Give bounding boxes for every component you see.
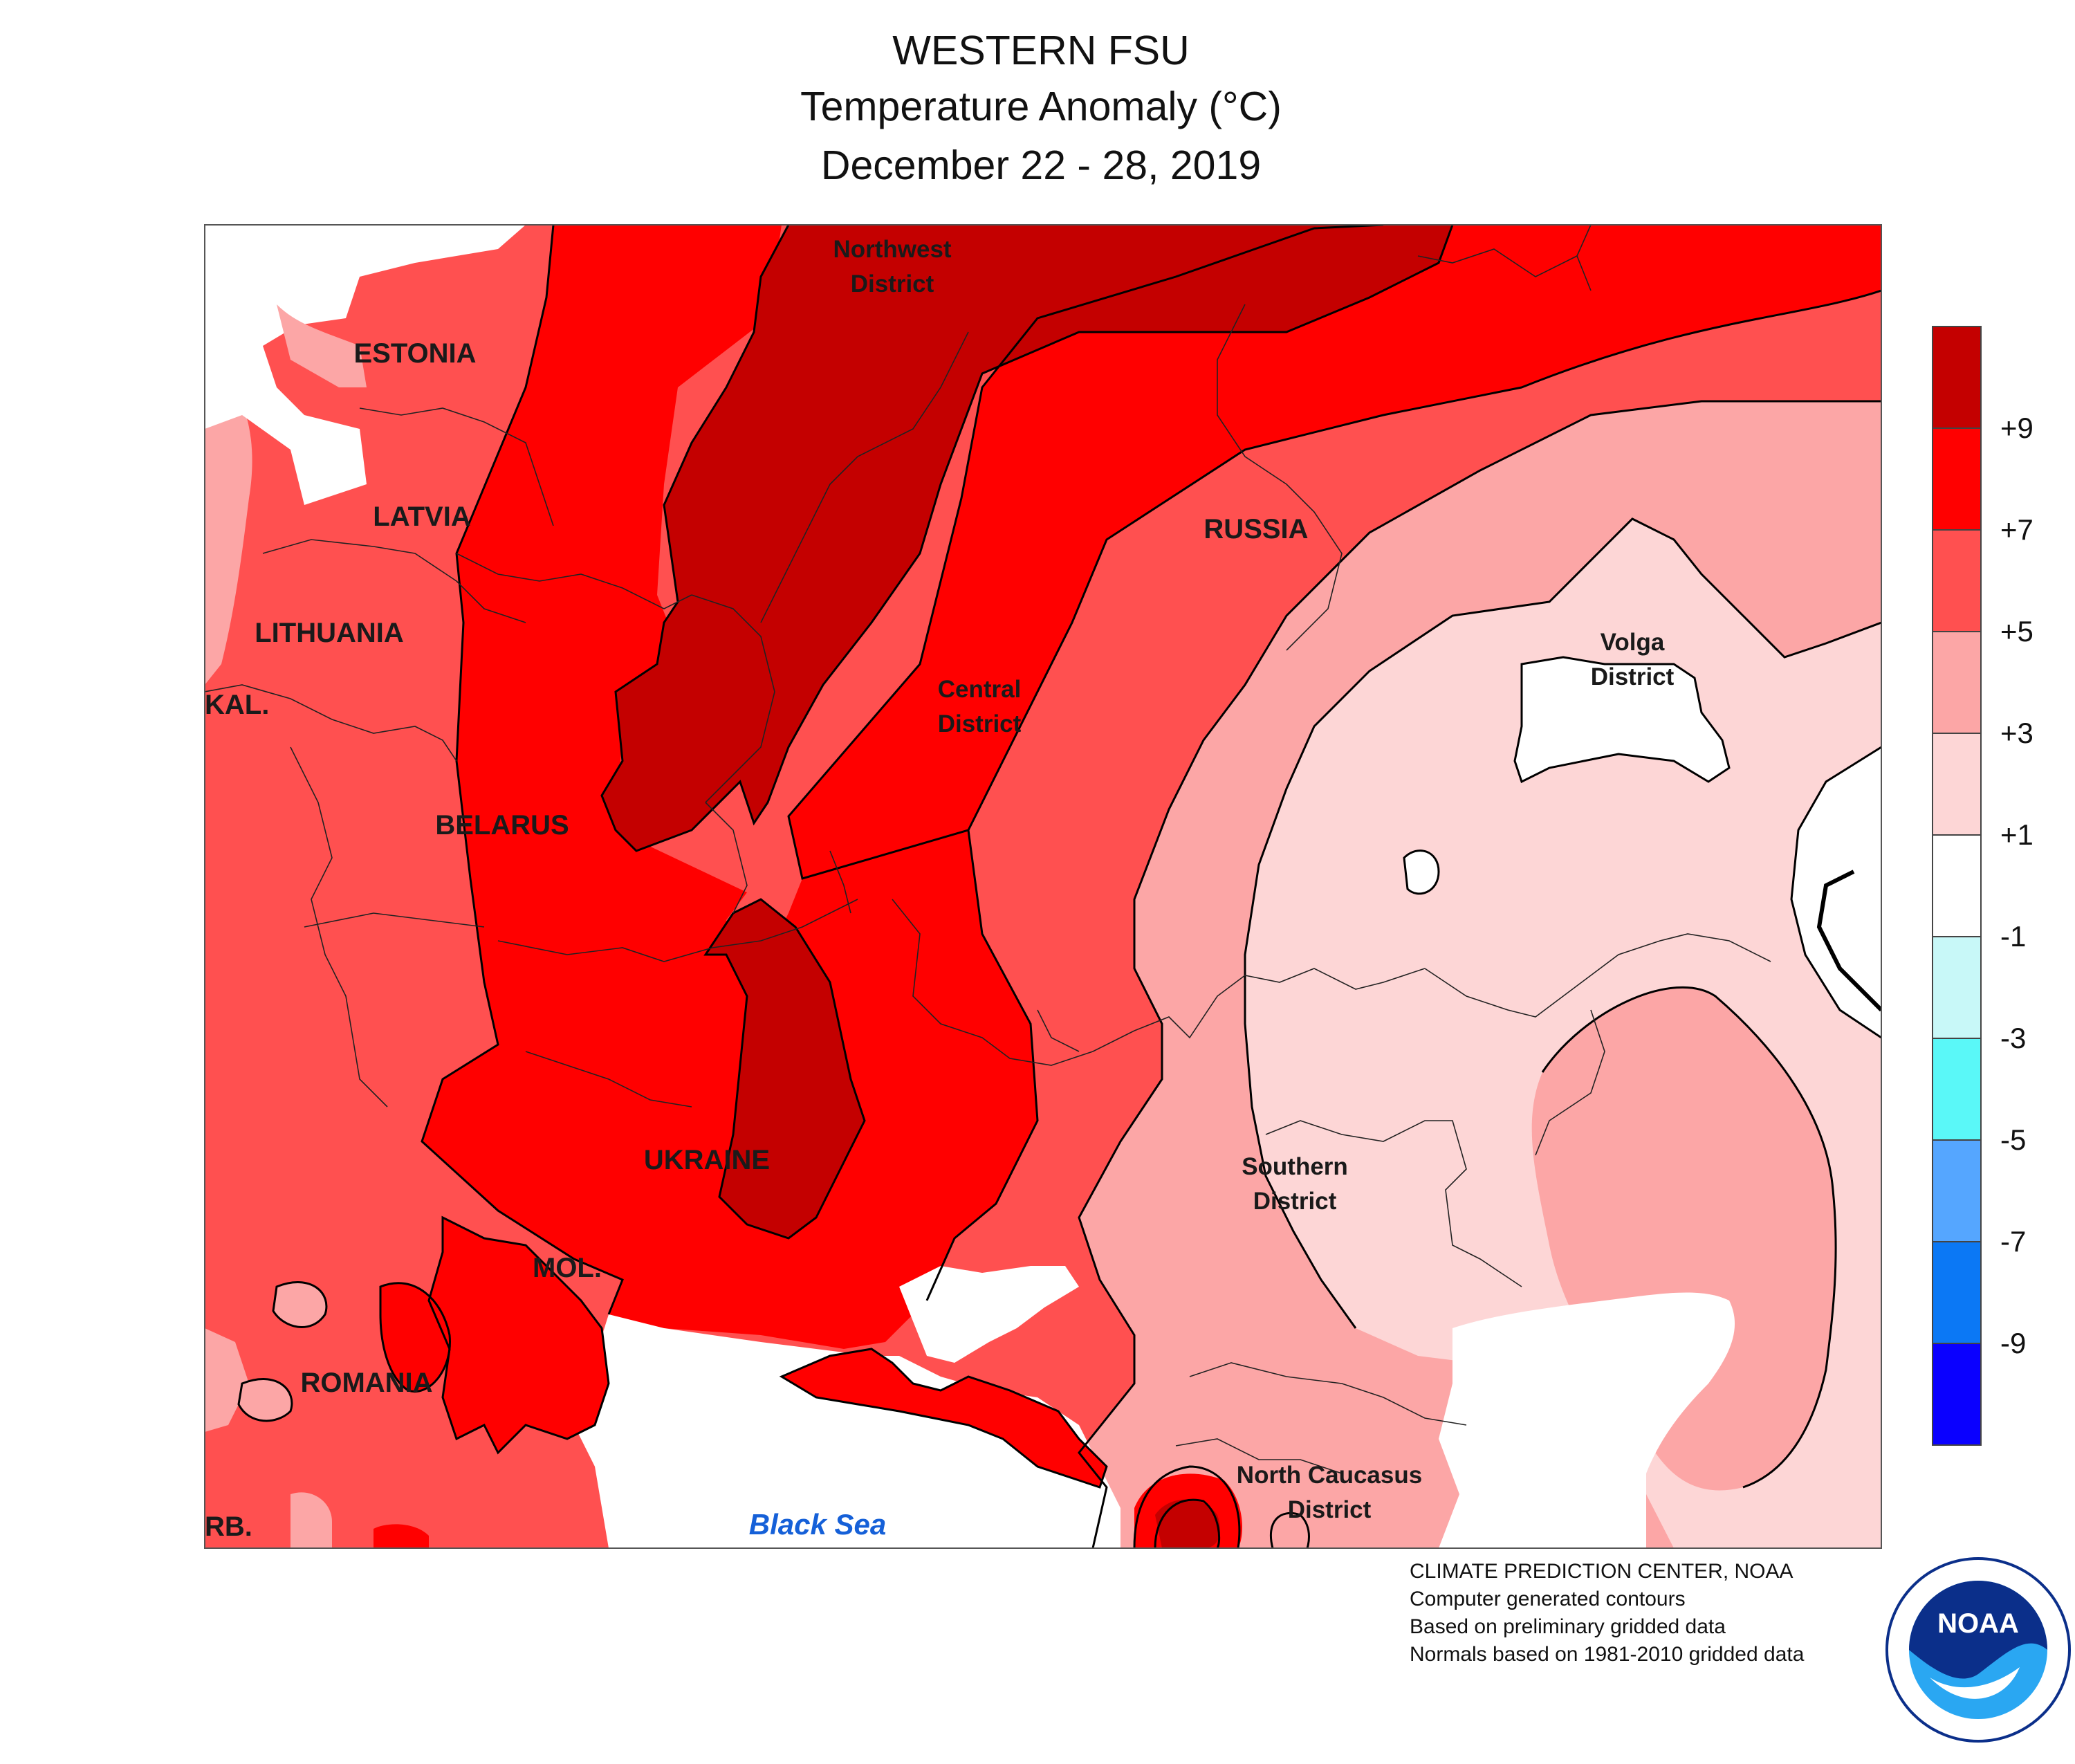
legend-swatch — [1932, 1241, 1982, 1344]
label-central-district-2: District — [938, 710, 1022, 737]
credits-line-1: CLIMATE PREDICTION CENTER, NOAA — [1410, 1560, 1793, 1583]
zone-neutral-east — [1791, 747, 1881, 1038]
zone-romania-cool-3 — [205, 1328, 249, 1432]
legend-tick-label: -9 — [2000, 1327, 2026, 1359]
zone-neutral-small — [1404, 850, 1439, 894]
zone-neutral-volga — [1515, 657, 1729, 782]
legend-tick-label: -1 — [2000, 920, 2026, 953]
legend-tick-label: +1 — [2000, 818, 2034, 851]
zone-above-plus9-north — [602, 225, 1452, 851]
zone-black-sea — [574, 1314, 1120, 1548]
label-southern-district-2: District — [1253, 1188, 1337, 1215]
legend-swatch — [1932, 326, 1982, 429]
label-kaliningrad: KAL. — [205, 690, 269, 720]
legend-tick-label: +3 — [2000, 717, 2034, 749]
label-central-district: Central — [938, 676, 1022, 703]
zone-plus7-to-9-northeast — [1473, 225, 1881, 332]
zone-plus3-to-5-baltic-coast — [205, 380, 252, 685]
label-estonia: ESTONIA — [353, 338, 476, 369]
label-moldova: MOL. — [533, 1253, 602, 1283]
legend-tick-label: +9 — [2000, 412, 2034, 444]
label-romania: ROMANIA — [300, 1368, 432, 1398]
zone-sea-of-azov — [899, 1266, 1079, 1363]
contour-lines — [237, 225, 1881, 1548]
label-north-caucasus-district: North Caucasus — [1237, 1462, 1422, 1489]
map-labels: ESTONIA LATVIA LITHUANIA KAL. BELARUS UK… — [205, 236, 1675, 1542]
legend-tick-label: -7 — [2000, 1225, 2026, 1258]
legend-tick-label: +5 — [2000, 615, 2034, 647]
map-subtitle: Temperature Anomaly (°C) — [800, 84, 1282, 129]
label-belarus: BELARUS — [435, 810, 569, 840]
credits-line-4: Normals based on 1981-2010 gridded data — [1410, 1643, 1805, 1666]
noaa-logo: NOAA — [1885, 1557, 2071, 1743]
zone-above-plus9-ukraine — [706, 899, 865, 1238]
label-northwest-district: Northwest — [833, 236, 951, 263]
label-latvia: LATVIA — [373, 502, 470, 532]
legend-tick-label: -5 — [2000, 1123, 2026, 1156]
zone-romania-cool-1 — [273, 1282, 326, 1327]
zone-caucasus-core — [1155, 1499, 1220, 1548]
label-volga-district-2: District — [1591, 663, 1675, 690]
label-volga-district: Volga — [1601, 629, 1665, 656]
zone-romania-cool-4 — [290, 1492, 332, 1548]
legend-swatch — [1932, 428, 1982, 531]
zone-romania-cool-2 — [239, 1379, 292, 1421]
legend-swatch — [1932, 1038, 1982, 1141]
map-date-range: December 22 - 28, 2019 — [820, 143, 1262, 188]
label-serbia: RB. — [205, 1512, 252, 1542]
zone-moldova-plus7 — [429, 1218, 609, 1453]
label-southern-district: Southern — [1242, 1153, 1348, 1180]
legend-swatch — [1932, 1139, 1982, 1242]
legend-swatch — [1932, 529, 1982, 632]
label-north-caucasus-district-2: District — [1288, 1496, 1372, 1523]
legend-swatch — [1932, 733, 1982, 836]
credits-block: CLIMATE PREDICTION CENTER, NOAA Computer… — [1410, 1558, 1804, 1669]
legend-swatch — [1932, 834, 1982, 937]
label-ukraine: UKRAINE — [644, 1145, 770, 1175]
zone-saaremaa — [277, 304, 367, 387]
label-black-sea: Black Sea — [749, 1508, 886, 1541]
zone-crimea-plus7 — [782, 1349, 1107, 1487]
legend-tick-label: -3 — [2000, 1022, 2026, 1054]
zone-caspian-sea — [1439, 1292, 1735, 1548]
credits-line-3: Based on preliminary gridded data — [1410, 1615, 1726, 1638]
label-russia: RUSSIA — [1204, 514, 1308, 544]
anomaly-shading — [205, 225, 1881, 1548]
legend-swatch — [1932, 936, 1982, 1039]
credits-line-2: Computer generated contours — [1410, 1588, 1686, 1610]
label-northwest-district-2: District — [851, 270, 934, 297]
map-frame — [204, 224, 1882, 1549]
label-lithuania: LITHUANIA — [255, 618, 404, 648]
zone-baltic-sea — [205, 225, 526, 505]
legend-swatch — [1932, 631, 1982, 734]
map-title: WESTERN FSU — [892, 28, 1190, 73]
zone-romania-south-plus7 — [374, 1524, 429, 1548]
noaa-logo-text: NOAA — [1937, 1608, 2019, 1639]
legend-colorbar: +9 +7 +5 +3 +1 -1 -3 -5 -7 -9 — [1932, 326, 2034, 1446]
legend-tick-label: +7 — [2000, 513, 2034, 546]
legend-swatch — [1932, 1343, 1982, 1446]
political-borders — [205, 225, 1771, 1474]
